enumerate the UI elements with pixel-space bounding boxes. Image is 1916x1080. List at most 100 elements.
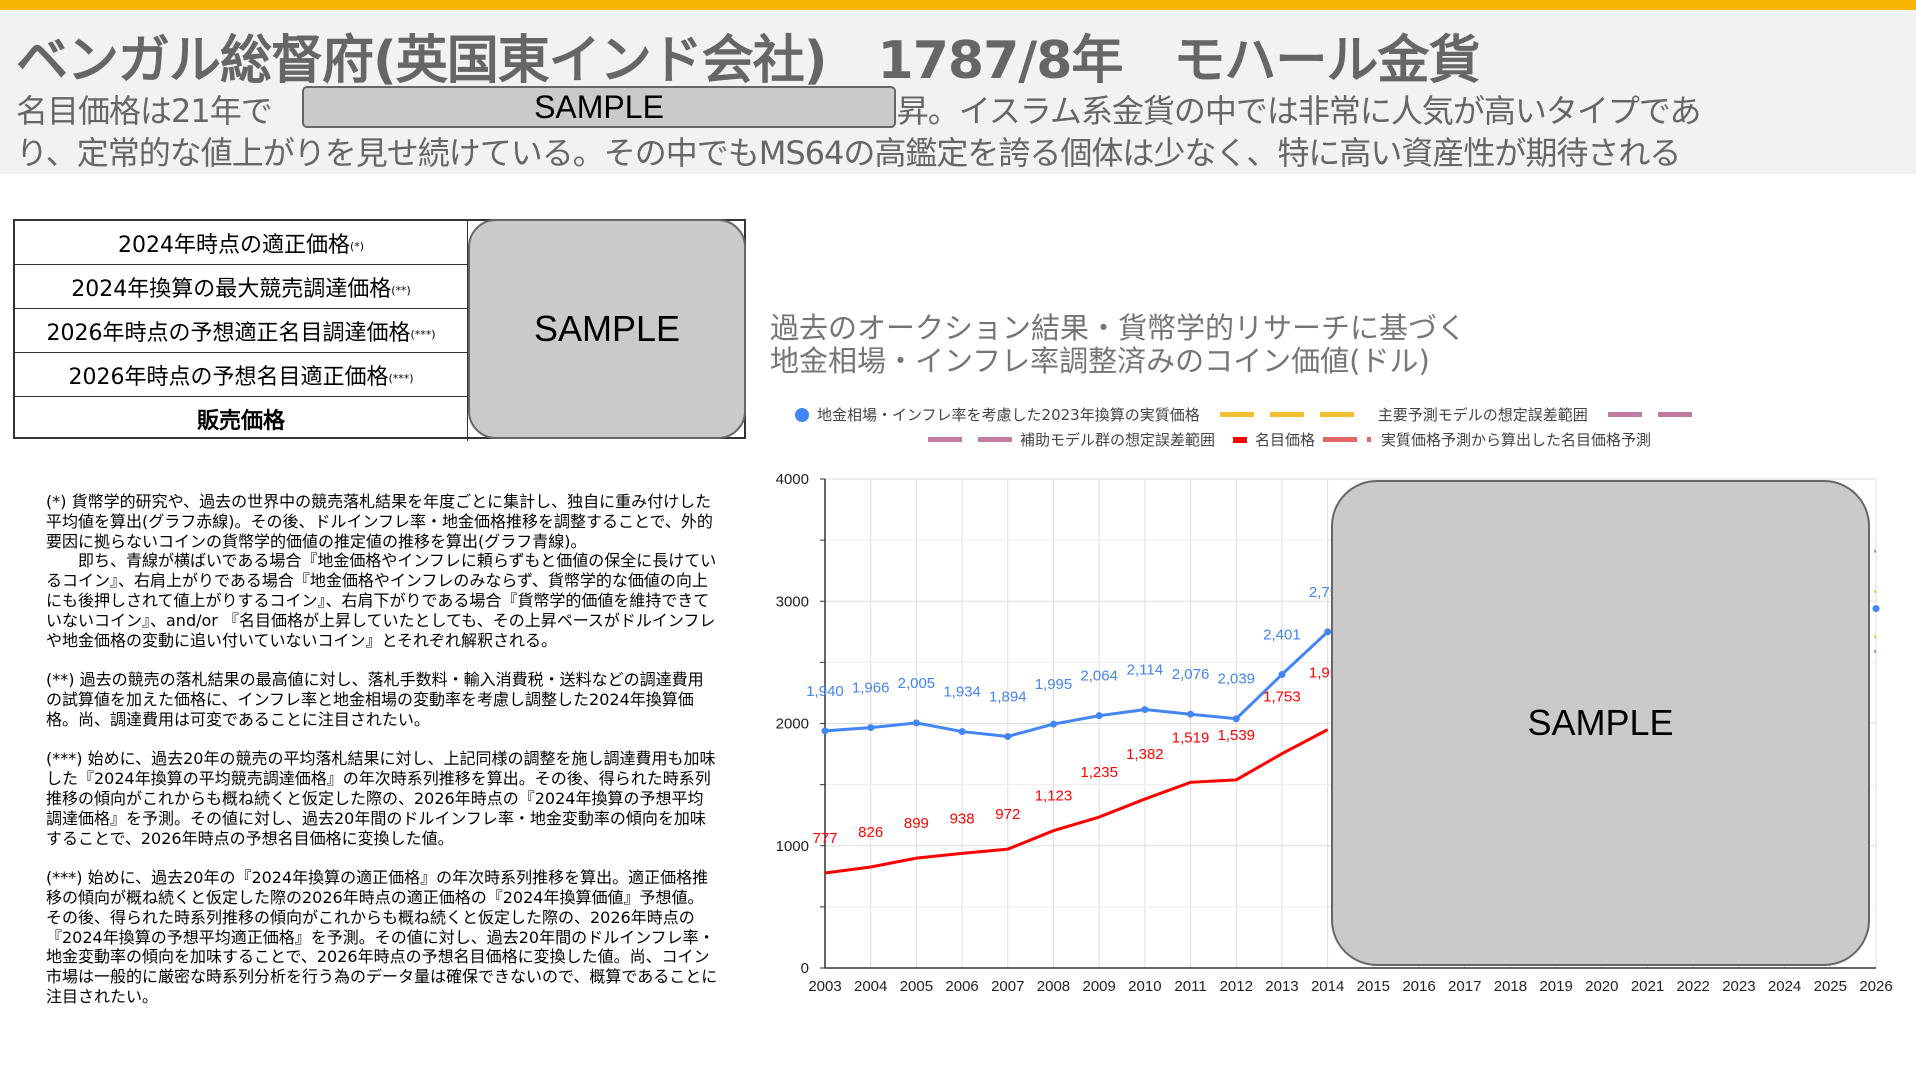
real-price-data-label: 2,039	[1217, 671, 1255, 688]
x-tick-label: 2007	[991, 978, 1024, 995]
x-tick-label: 2006	[945, 978, 978, 995]
real-price-point	[1004, 732, 1012, 740]
nominal-price-data-label: 938	[950, 810, 975, 827]
row-label: 2024年換算の最大競売調達価格	[71, 276, 392, 302]
x-tick-label: 2026	[1859, 978, 1892, 995]
x-tick-label: 2012	[1220, 978, 1253, 995]
x-tick-label: 2017	[1448, 978, 1481, 995]
nominal-price-data-label: 1,235	[1080, 764, 1118, 781]
price-sample-placeholder: SAMPLE	[468, 219, 746, 439]
x-tick-label: 2010	[1128, 978, 1161, 995]
real-price-point	[1095, 712, 1103, 720]
legend-label: 補助モデル群の想定誤差範囲	[1020, 431, 1216, 449]
footnote-mark: (*)	[349, 240, 365, 253]
nominal-price-data-label: 777	[812, 830, 837, 847]
summary-line-1: 名目価格は21年で 上昇。イスラム系金貨の中では非常に人気が高いタイプであ	[16, 86, 1701, 132]
y-tick-label: 3000	[776, 593, 809, 610]
nominal-price-data-label: 1,753	[1263, 689, 1301, 706]
y-tick-label: 0	[801, 960, 809, 977]
row-label: 2024年時点の適正価格	[117, 232, 350, 258]
chart-sample-placeholder: SAMPLE	[1331, 480, 1870, 966]
x-tick-label: 2019	[1539, 978, 1572, 995]
footnote: 即ち、青線が横ばいである場合『地金価格やインフレに頼らずもと価値の保全に長けてい…	[46, 551, 717, 650]
row-label: 2026年時点の予想適正名目調達価格	[46, 320, 411, 346]
price-row: 2026年時点の予想名目適正価格 (***)	[15, 353, 468, 397]
footnote-mark: (**)	[391, 284, 411, 297]
x-tick-label: 2003	[808, 978, 841, 995]
x-tick-label: 2016	[1402, 978, 1435, 995]
legend-label: 実質価格予測から算出した名目価格予測	[1381, 431, 1652, 449]
real-price-line	[824, 630, 1329, 738]
x-tick-label: 2024	[1768, 978, 1801, 995]
footnote: (**) 過去の競売の落札結果の最高値に対し、落札手数料・輸入消費税・送料などの…	[46, 670, 704, 729]
real-price-data-label: 2,114	[1127, 662, 1163, 679]
chart-title: 過去のオークション結果・貨幣学的リサーチに基づく 地金相場・インフレ率調整済みのコ…	[770, 312, 1466, 378]
x-tick-label: 2018	[1494, 978, 1527, 995]
page-title: ベンガル総督府(英国東インド会社) 1787/8年 モハール金貨	[16, 31, 1480, 91]
x-tick-label: 2013	[1265, 978, 1298, 995]
legend-label: 名目価格	[1255, 431, 1316, 449]
nominal-price-data-label: 1,123	[1035, 788, 1073, 805]
footnote: (***) 始めに、過去20年の競売の平均落札結果に対し、上記同様の調整を施し調…	[46, 749, 716, 848]
real-price-data-label: 1,934	[943, 684, 981, 701]
real-price-point	[1872, 605, 1880, 613]
real-price-point	[1278, 670, 1286, 678]
price-row: 2026年時点の予想適正名目調達価格 (***)	[15, 309, 468, 353]
x-tick-label: 2008	[1037, 978, 1070, 995]
footnote: (***) 始めに、過去20年の『2024年換算の適正価格』の年次時系列推移を算…	[46, 868, 718, 1006]
chart-title-line: 過去のオークション結果・貨幣学的リサーチに基づく	[770, 311, 1467, 345]
real-price-data-label: 2,401	[1263, 626, 1301, 643]
legend-row-1: 地金相場・インフレ率を考慮した2023年換算の実質価格 主要予測モデルの想定誤差…	[795, 404, 1698, 425]
real-price-data-label: 1,940	[806, 683, 844, 700]
nominal-price-line	[824, 728, 1329, 875]
summary-text: 名目価格は21年で	[16, 92, 273, 130]
x-tick-label: 2025	[1814, 978, 1847, 995]
y-tick-label: 1000	[776, 838, 809, 855]
price-row: 2024年換算の最大競売調達価格 (**)	[15, 265, 468, 309]
price-table: 2024年時点の適正価格 (*) 2024年換算の最大競売調達価格 (**) 202…	[13, 219, 746, 441]
x-tick-label: 2004	[854, 978, 887, 995]
legend-dash-icon	[928, 437, 1012, 442]
real-price-data-label: 1,894	[989, 688, 1027, 705]
legend-dash-icon	[1323, 437, 1374, 442]
real-price-point	[1049, 720, 1057, 728]
real-price-point	[1141, 706, 1149, 714]
nominal-price-data-label: 826	[858, 824, 883, 841]
real-price-data-label: 2,076	[1172, 666, 1210, 683]
legend-row-2: 補助モデル群の想定誤差範囲 名目価格 実質価格予測から算出した名目価格予測	[928, 429, 1651, 450]
real-price-data-label: 1,995	[1035, 676, 1073, 693]
footnotes: (*) 貨幣学的研究や、過去の世界中の競売落札結果を年度ごとに集計し、独自に重み…	[46, 492, 718, 1027]
legend-label: 主要予測モデルの想定誤差範囲	[1377, 406, 1588, 424]
legend-label: 地金相場・インフレ率を考慮した2023年換算の実質価格	[817, 406, 1200, 424]
price-row-sale: 販売価格	[15, 397, 468, 441]
real-price-data-label: 2,064	[1080, 668, 1118, 685]
top-accent-bar	[0, 0, 1916, 10]
x-tick-label: 2015	[1357, 978, 1390, 995]
real-price-point	[867, 724, 875, 732]
row-label: 販売価格	[196, 409, 285, 434]
nominal-price-data-label: 1,519	[1172, 729, 1210, 746]
footnote-mark: (***)	[388, 372, 414, 385]
legend-dot-icon	[795, 407, 809, 422]
summary-sample-placeholder: SAMPLE	[302, 86, 896, 128]
real-price-point	[1187, 710, 1195, 718]
footnote-mark: (***)	[410, 328, 436, 341]
real-price-point	[821, 727, 829, 735]
x-tick-label: 2022	[1677, 978, 1710, 995]
nominal-price-data-label: 1,539	[1217, 727, 1255, 744]
x-tick-label: 2005	[900, 978, 933, 995]
y-tick-label: 4000	[776, 471, 809, 488]
real-price-data-label: 1,966	[852, 680, 890, 697]
summary-text: 上昇。イスラム系金貨の中では非常に人気が高いタイプであ	[865, 92, 1702, 130]
footnote: (*) 貨幣学的研究や、過去の世界中の競売落札結果を年度ごとに集計し、独自に重み…	[46, 492, 713, 551]
x-tick-label: 2014	[1311, 978, 1344, 995]
x-tick-label: 2021	[1631, 978, 1664, 995]
x-tick-label: 2009	[1082, 978, 1115, 995]
legend-dash-icon	[1219, 412, 1370, 417]
x-tick-label: 2020	[1585, 978, 1618, 995]
real-price-point	[1324, 628, 1332, 636]
x-tick-label: 2011	[1174, 978, 1206, 995]
nominal-price-data-label: 1,382	[1126, 746, 1164, 763]
price-row: 2024年時点の適正価格 (*)	[15, 221, 468, 265]
nominal-price-data-label: 972	[995, 806, 1020, 823]
